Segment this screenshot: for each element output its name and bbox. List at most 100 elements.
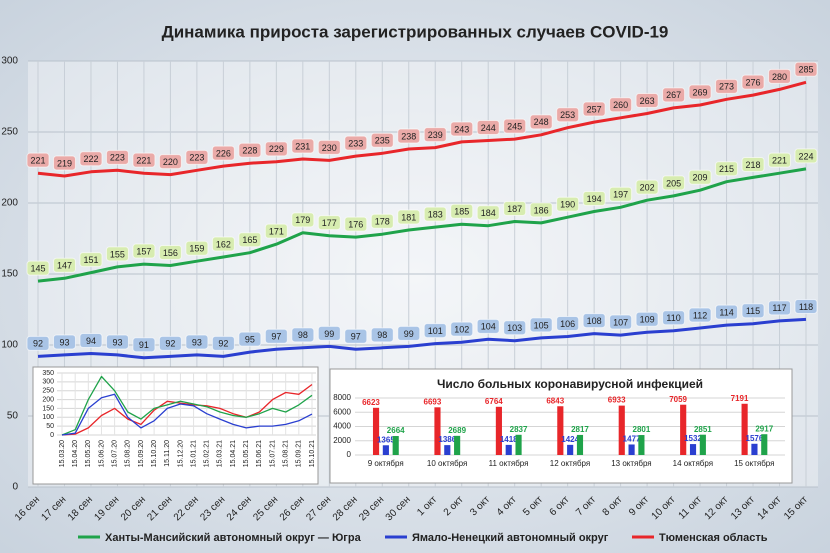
y-tick-label: 200 xyxy=(1,198,18,209)
data-label: 186 xyxy=(534,205,549,215)
data-label-bg xyxy=(52,155,76,171)
bar xyxy=(567,444,574,455)
data-label-bg xyxy=(291,327,315,343)
x-tick-label: 15.07.21 xyxy=(269,440,276,467)
x-tick-label: 15.06.20 xyxy=(98,440,105,467)
data-label: 223 xyxy=(189,153,204,163)
data-label-bg xyxy=(52,334,76,350)
data-label: 110 xyxy=(666,313,680,323)
data-label-bg xyxy=(211,335,235,351)
data-label: 93 xyxy=(192,337,202,347)
data-label: 253 xyxy=(560,110,575,120)
data-label-bg xyxy=(317,215,341,231)
bar xyxy=(680,404,687,455)
data-label: 176 xyxy=(348,219,363,229)
x-tick-label: 11 октября xyxy=(489,459,529,468)
data-label: 190 xyxy=(560,200,575,210)
data-label-bg xyxy=(768,68,792,84)
data-label-bg xyxy=(794,298,818,314)
data-label: 151 xyxy=(83,255,98,265)
data-label-bg xyxy=(211,145,235,161)
data-label-bg xyxy=(370,132,394,148)
data-label-bg xyxy=(635,93,659,109)
data-label: 6693 xyxy=(424,397,442,406)
data-label-bg xyxy=(715,304,739,320)
series-line xyxy=(61,393,313,436)
data-label-bg xyxy=(662,175,686,191)
data-label: 257 xyxy=(587,104,602,114)
data-label: 267 xyxy=(666,90,681,100)
x-tick-label: 15.12.20 xyxy=(177,440,184,467)
y-tick-label: 250 xyxy=(1,127,18,138)
data-label-bg xyxy=(794,61,818,77)
bar xyxy=(434,407,441,455)
data-label-bg xyxy=(370,213,394,229)
bar xyxy=(515,434,522,455)
data-label: 177 xyxy=(322,218,337,228)
data-label: 159 xyxy=(189,244,204,254)
legend-label: Ямало-Ненецкий автономный округ xyxy=(412,532,609,544)
bar xyxy=(751,443,758,455)
x-tick-label: 15.08.21 xyxy=(283,440,290,467)
data-label-bg xyxy=(397,209,421,225)
data-label: 1532 xyxy=(684,434,702,443)
data-label-bg xyxy=(185,240,209,256)
data-label: 202 xyxy=(640,183,655,193)
data-label: 117 xyxy=(772,303,786,313)
data-label-bg xyxy=(132,243,156,259)
x-tick-label: 15.04.20 xyxy=(72,440,79,467)
data-label-bg xyxy=(768,152,792,168)
data-label-bg xyxy=(609,186,633,202)
data-label: 2817 xyxy=(571,425,589,434)
data-label: 109 xyxy=(640,315,655,325)
data-label-bg xyxy=(715,78,739,94)
data-label: 98 xyxy=(377,330,387,340)
bar xyxy=(495,406,502,455)
data-label: 2664 xyxy=(387,426,405,435)
x-tick-label: 15.04.21 xyxy=(230,440,237,467)
data-label: 221 xyxy=(30,156,45,166)
data-label: 94 xyxy=(86,336,96,346)
data-label: 93 xyxy=(112,337,122,347)
series-line xyxy=(61,375,313,436)
y-tick-label: 2000 xyxy=(333,436,351,445)
data-label-bg xyxy=(423,206,447,222)
data-label: 118 xyxy=(799,302,813,312)
data-label-bg xyxy=(529,202,553,218)
data-label: 233 xyxy=(348,139,363,149)
data-label-bg xyxy=(529,114,553,130)
data-label-bg xyxy=(105,246,129,262)
data-label-bg xyxy=(556,196,580,212)
bar xyxy=(761,434,768,455)
data-label-bg xyxy=(238,142,262,158)
data-label-bg xyxy=(582,191,606,207)
data-label-bg xyxy=(291,138,315,154)
y-tick-label: 0 xyxy=(347,450,352,459)
x-tick-label: 14 октября xyxy=(673,459,713,468)
data-label-bg xyxy=(794,148,818,164)
data-label-bg xyxy=(476,120,500,136)
data-label-bg xyxy=(238,331,262,347)
data-label-bg xyxy=(503,320,527,336)
data-label-bg xyxy=(609,97,633,113)
data-label: 219 xyxy=(57,158,72,168)
data-label: 98 xyxy=(298,330,308,340)
x-tick-label: 15.05.21 xyxy=(243,440,250,467)
data-label: 162 xyxy=(216,239,231,249)
data-label: 263 xyxy=(640,96,655,106)
y-tick-label: 250 xyxy=(42,388,54,395)
data-label: 179 xyxy=(295,215,310,225)
data-label-bg xyxy=(741,303,765,319)
legend-label: Ханты-Мансийский автономный округ — Югра xyxy=(105,532,362,544)
data-label: 205 xyxy=(666,178,681,188)
data-label: 285 xyxy=(798,65,813,75)
bar xyxy=(505,444,512,455)
data-label: 2837 xyxy=(510,425,528,434)
data-label-bg xyxy=(715,161,739,177)
data-label: 7059 xyxy=(669,395,687,404)
series-line xyxy=(37,80,807,178)
data-label: 157 xyxy=(136,246,151,256)
data-label: 106 xyxy=(560,319,575,329)
data-label: 156 xyxy=(163,248,178,258)
data-label-bg xyxy=(556,315,580,331)
